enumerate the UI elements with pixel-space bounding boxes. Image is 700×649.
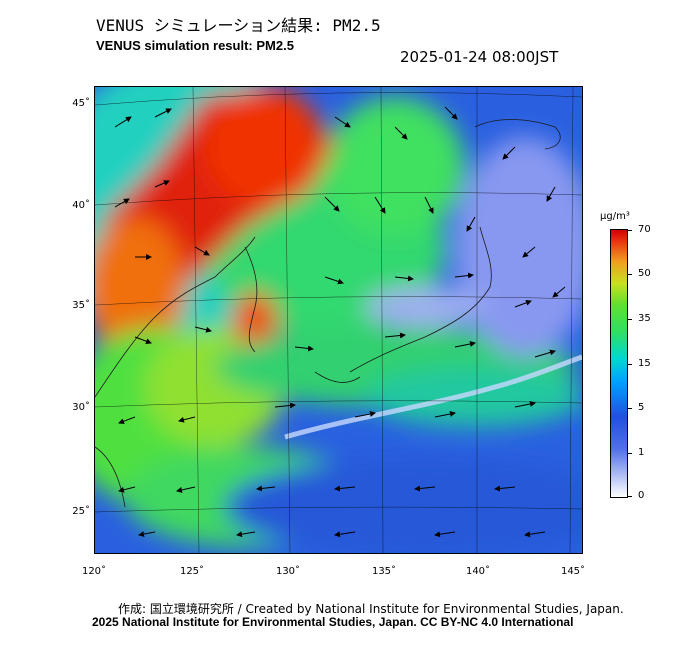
pm25-map	[94, 86, 583, 554]
colorbar-tick-15: 15	[638, 358, 651, 369]
lat-label-35: 35˚	[72, 300, 90, 311]
colorbar-tick-70: 70	[638, 224, 651, 235]
lat-label-30: 30˚	[72, 402, 90, 413]
lat-label-45: 45˚	[72, 98, 90, 109]
lon-label-135: 135˚	[371, 566, 397, 577]
credit-line-1: 作成: 国立環境研究所 / Created by National Instit…	[118, 602, 624, 616]
colorbar-tick-50: 50	[638, 268, 651, 279]
title-japanese: VENUS シミュレーション結果: PM2.5	[96, 16, 381, 35]
colorbar-tick-5: 5	[638, 402, 645, 413]
lat-label-40: 40˚	[72, 200, 90, 211]
credit-line-2: 2025 National Institute for Environmenta…	[92, 615, 574, 629]
lon-label-145: 145˚	[560, 566, 586, 577]
lat-label-25: 25˚	[72, 506, 90, 517]
colorbar-tick-35: 35	[638, 313, 651, 324]
colorbar-tick-1: 1	[638, 447, 645, 458]
colorbar-unit: μg/m³	[600, 211, 630, 222]
lon-label-130: 130˚	[275, 566, 301, 577]
lon-label-125: 125˚	[179, 566, 205, 577]
title-english: VENUS simulation result: PM2.5	[96, 38, 294, 53]
forecast-timestamp: 2025-01-24 08:00JST	[400, 48, 559, 66]
colorbar-tick-0: 0	[638, 490, 645, 501]
lon-label-120: 120˚	[81, 566, 107, 577]
lon-label-140: 140˚	[465, 566, 491, 577]
colorbar	[610, 229, 628, 498]
